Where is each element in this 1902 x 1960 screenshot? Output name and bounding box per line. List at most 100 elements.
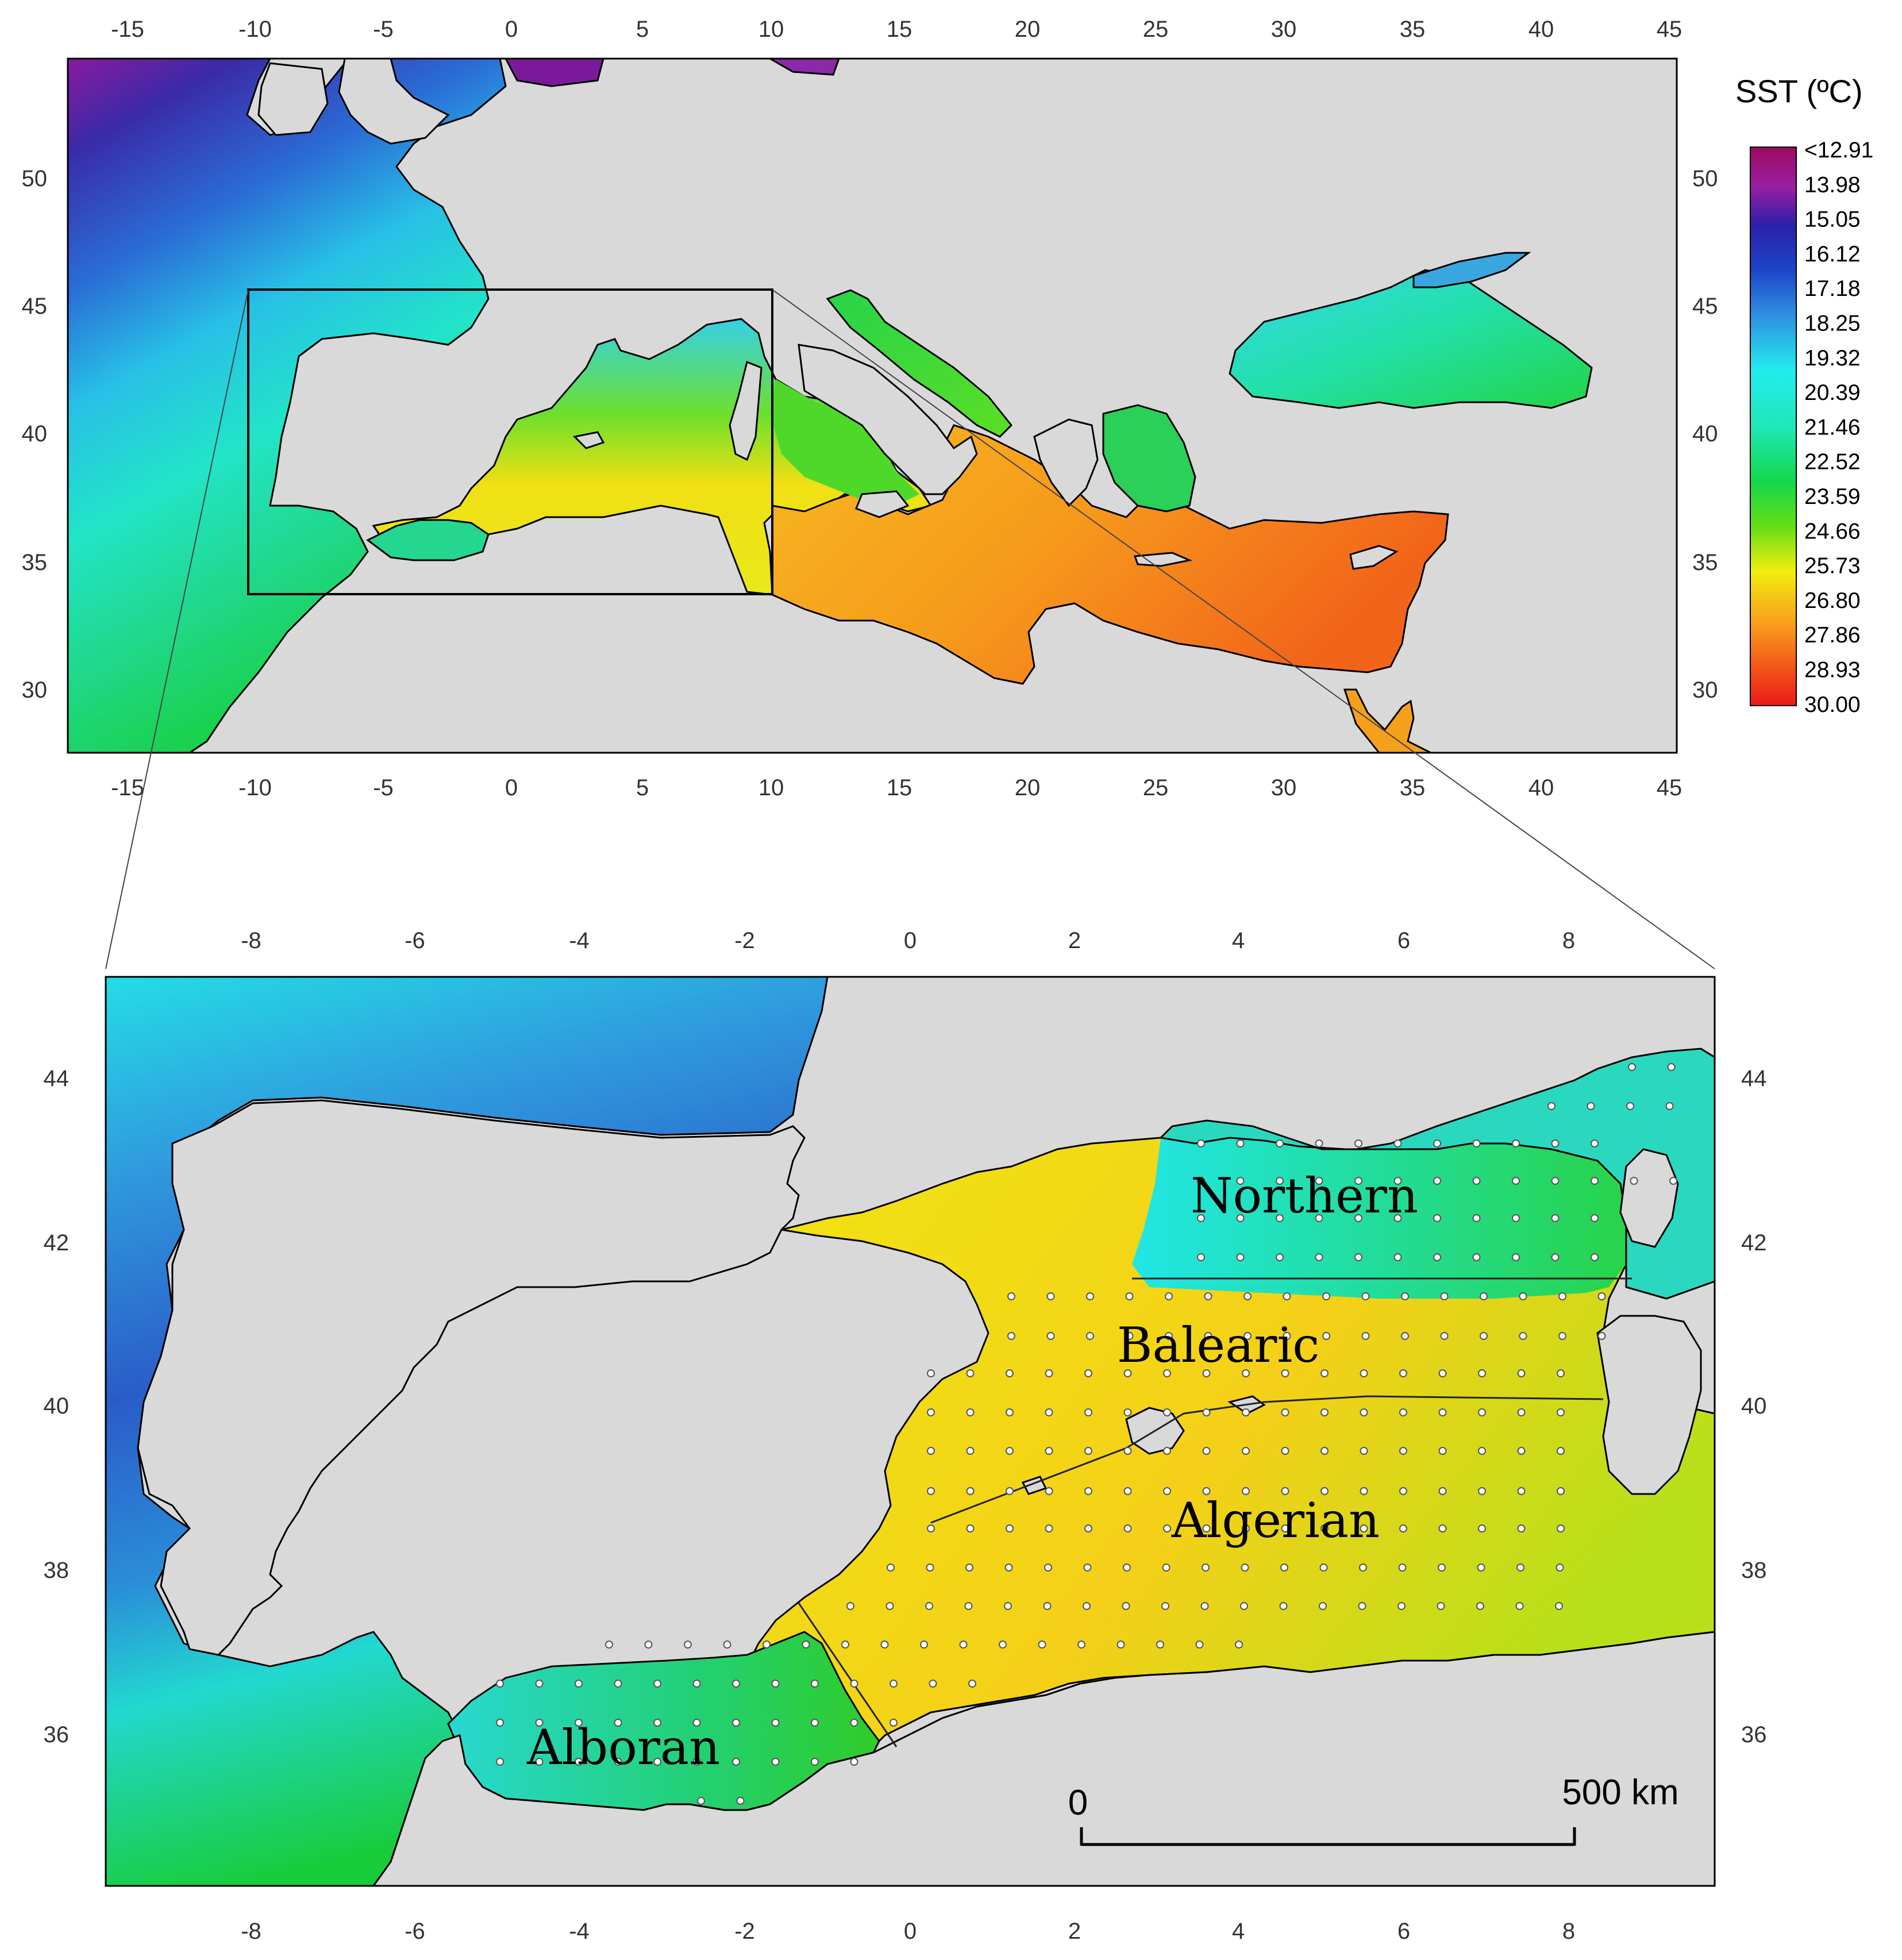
sampling-point <box>1006 1487 1014 1495</box>
tick-label: -4 <box>569 928 590 953</box>
inset-frame <box>105 976 1716 1887</box>
sampling-point <box>1163 1524 1171 1532</box>
sampling-point <box>1597 1332 1606 1340</box>
sampling-point <box>966 1447 975 1455</box>
sampling-point <box>496 1680 504 1688</box>
sampling-point <box>1399 1447 1407 1455</box>
tick-label: 36 <box>1741 1722 1767 1747</box>
sampling-point <box>929 1680 937 1688</box>
red-sea-sst <box>1343 688 1431 754</box>
inset-top-ticks: -8 -6 -4 -2 0 2 4 6 8 <box>241 928 1575 953</box>
adriatic-sst <box>826 289 1013 438</box>
tick-label: 45 <box>1657 775 1682 800</box>
sampling-point <box>1519 1332 1527 1340</box>
sampling-point <box>1558 1332 1566 1340</box>
alboran-top-sst <box>366 519 490 561</box>
sampling-point <box>890 1719 898 1727</box>
legend-tick-label: 21.46 <box>1804 415 1861 440</box>
sampling-point <box>811 1758 819 1766</box>
sampling-point <box>535 1719 544 1727</box>
sampling-point <box>1084 1369 1092 1377</box>
sampling-point <box>1591 1214 1599 1222</box>
inset-map: Northern Balearic Algerian Alboran 0 500… <box>44 928 1767 1944</box>
sampling-point <box>850 1680 858 1688</box>
region-label-algerian: Algerian <box>1171 1492 1380 1549</box>
sampling-point <box>1242 1487 1250 1495</box>
sampling-point <box>535 1680 544 1688</box>
sampling-point <box>1401 1332 1409 1340</box>
sampling-point <box>1587 1102 1595 1110</box>
sampling-point <box>1283 1332 1291 1340</box>
inset-bottom-ticks: -8 -6 -4 -2 0 2 4 6 8 <box>241 1919 1575 1944</box>
legend-tick-label: 25.73 <box>1804 554 1861 579</box>
sampling-point <box>1320 1487 1329 1495</box>
sampling-point <box>1354 1139 1362 1147</box>
sampling-point <box>1084 1408 1092 1416</box>
sampling-point <box>1197 1214 1205 1222</box>
sampling-point <box>653 1680 661 1688</box>
tick-label: 35 <box>1692 550 1718 575</box>
tick-label: 40 <box>1741 1393 1767 1419</box>
scale-bar-start-label: 0 <box>1068 1783 1088 1823</box>
sampling-point <box>1315 1177 1323 1185</box>
sampling-point <box>692 1719 701 1727</box>
sampling-point <box>1007 1332 1015 1340</box>
tick-label: 35 <box>22 550 48 575</box>
overview-bottom-ticks: -15 -10 -5 0 5 10 15 20 25 30 35 40 45 <box>111 775 1682 800</box>
tick-label: 0 <box>904 928 917 953</box>
sampling-point <box>1004 1602 1012 1610</box>
sampling-point <box>1393 1177 1402 1185</box>
tick-label: 2 <box>1068 928 1081 953</box>
sampling-point <box>1165 1292 1173 1300</box>
sampling-point <box>1476 1602 1484 1610</box>
sampling-point <box>575 1758 583 1766</box>
tick-label: -4 <box>569 1919 590 1944</box>
sampling-point <box>1077 1641 1085 1649</box>
sampling-point <box>1551 1214 1560 1222</box>
tick-label: 45 <box>22 294 48 319</box>
sampling-point <box>1281 1487 1289 1495</box>
sampling-point <box>968 1680 976 1688</box>
sampling-point <box>1393 1214 1402 1222</box>
sampling-point <box>1202 1369 1211 1377</box>
sampling-point <box>841 1641 849 1649</box>
sampling-point <box>1006 1524 1014 1532</box>
north-africa <box>372 1631 1716 1887</box>
sampling-point <box>1630 1177 1638 1185</box>
sampling-point <box>1007 1292 1015 1300</box>
tick-label: 40 <box>22 421 48 446</box>
tick-label: 30 <box>1271 775 1297 800</box>
tick-label: 40 <box>1692 421 1718 446</box>
sampling-point <box>1320 1524 1329 1532</box>
sampling-points <box>496 1063 1677 1805</box>
sampling-point <box>1433 1253 1441 1261</box>
sampling-point <box>1399 1369 1407 1377</box>
sampling-point <box>1123 1564 1131 1572</box>
sampling-point <box>966 1408 975 1416</box>
tick-label: 30 <box>1271 17 1297 42</box>
sampling-point <box>1361 1292 1370 1300</box>
sampling-point <box>1401 1292 1409 1300</box>
sampling-point <box>966 1524 975 1532</box>
legend-tick-label: <12.91 <box>1804 138 1873 163</box>
sampling-point <box>1354 1253 1362 1261</box>
sampling-point <box>535 1758 544 1766</box>
sampling-point <box>1591 1177 1599 1185</box>
sampling-point <box>1360 1487 1368 1495</box>
sampling-point <box>1551 1177 1560 1185</box>
legend-tick-label: 13.98 <box>1804 172 1861 197</box>
legend-tick-label: 28.93 <box>1804 658 1861 683</box>
sampling-point <box>1202 1564 1210 1572</box>
sampling-point <box>1280 1564 1288 1572</box>
tick-label: 35 <box>1400 775 1426 800</box>
sampling-point <box>1276 1177 1284 1185</box>
crete <box>1133 552 1192 567</box>
tick-label: 38 <box>44 1558 70 1583</box>
sampling-point <box>1046 1332 1055 1340</box>
sampling-point <box>1437 1602 1445 1610</box>
tyrrhenian-sst <box>770 379 919 506</box>
sampling-point <box>1038 1641 1046 1649</box>
sampling-point <box>732 1680 740 1688</box>
sampling-point <box>1512 1139 1520 1147</box>
